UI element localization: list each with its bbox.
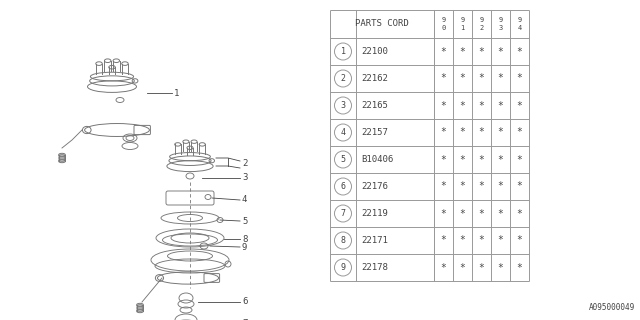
Text: 9
0: 9 0 bbox=[442, 18, 445, 30]
Text: *: * bbox=[497, 74, 504, 84]
Text: *: * bbox=[479, 127, 484, 138]
Text: *: * bbox=[479, 209, 484, 219]
Text: 3: 3 bbox=[242, 173, 248, 182]
Text: *: * bbox=[460, 236, 465, 245]
Text: *: * bbox=[440, 74, 447, 84]
Text: *: * bbox=[460, 74, 465, 84]
Text: *: * bbox=[497, 262, 504, 273]
Text: 22176: 22176 bbox=[361, 182, 388, 191]
Text: *: * bbox=[497, 155, 504, 164]
Text: *: * bbox=[460, 100, 465, 110]
Text: 3: 3 bbox=[340, 101, 346, 110]
Text: 22178: 22178 bbox=[361, 263, 388, 272]
Text: 22119: 22119 bbox=[361, 209, 388, 218]
Text: 8: 8 bbox=[242, 235, 248, 244]
Text: *: * bbox=[479, 100, 484, 110]
Text: *: * bbox=[497, 209, 504, 219]
Text: 22165: 22165 bbox=[361, 101, 388, 110]
Text: *: * bbox=[460, 155, 465, 164]
Text: *: * bbox=[440, 181, 447, 191]
Text: 6: 6 bbox=[242, 298, 248, 307]
Text: 4: 4 bbox=[242, 196, 248, 204]
Text: 22162: 22162 bbox=[361, 74, 388, 83]
Text: 9
2: 9 2 bbox=[479, 18, 484, 30]
Text: *: * bbox=[516, 209, 522, 219]
Text: 5: 5 bbox=[340, 155, 346, 164]
Text: *: * bbox=[440, 236, 447, 245]
Text: PARTS CORD: PARTS CORD bbox=[355, 20, 409, 28]
Text: *: * bbox=[516, 155, 522, 164]
Text: *: * bbox=[460, 127, 465, 138]
Text: *: * bbox=[460, 209, 465, 219]
Text: 9: 9 bbox=[242, 243, 248, 252]
Text: 8: 8 bbox=[340, 236, 346, 245]
Text: *: * bbox=[479, 236, 484, 245]
Text: 9
1: 9 1 bbox=[460, 18, 465, 30]
Text: *: * bbox=[460, 46, 465, 57]
Text: *: * bbox=[479, 46, 484, 57]
Text: 22100: 22100 bbox=[361, 47, 388, 56]
Text: *: * bbox=[516, 262, 522, 273]
Text: *: * bbox=[479, 262, 484, 273]
Text: *: * bbox=[497, 100, 504, 110]
Text: *: * bbox=[497, 236, 504, 245]
Text: *: * bbox=[497, 181, 504, 191]
Text: A095000049: A095000049 bbox=[589, 303, 635, 312]
Text: *: * bbox=[516, 46, 522, 57]
Text: *: * bbox=[440, 46, 447, 57]
Text: *: * bbox=[440, 209, 447, 219]
Text: *: * bbox=[440, 155, 447, 164]
Text: *: * bbox=[497, 46, 504, 57]
Text: *: * bbox=[516, 127, 522, 138]
Text: *: * bbox=[460, 262, 465, 273]
Text: 9: 9 bbox=[340, 263, 346, 272]
Text: *: * bbox=[440, 262, 447, 273]
Text: 7: 7 bbox=[340, 209, 346, 218]
Text: *: * bbox=[460, 181, 465, 191]
Text: 4: 4 bbox=[340, 128, 346, 137]
Text: 9
3: 9 3 bbox=[499, 18, 502, 30]
Text: *: * bbox=[440, 127, 447, 138]
Text: 7: 7 bbox=[242, 318, 248, 320]
Text: *: * bbox=[479, 181, 484, 191]
Text: *: * bbox=[516, 74, 522, 84]
Text: 22157: 22157 bbox=[361, 128, 388, 137]
Text: 2: 2 bbox=[340, 74, 346, 83]
Text: 9
4: 9 4 bbox=[517, 18, 522, 30]
Text: *: * bbox=[479, 74, 484, 84]
Text: *: * bbox=[497, 127, 504, 138]
Text: *: * bbox=[516, 181, 522, 191]
Text: *: * bbox=[440, 100, 447, 110]
Text: 22171: 22171 bbox=[361, 236, 388, 245]
Text: 6: 6 bbox=[340, 182, 346, 191]
Text: *: * bbox=[516, 100, 522, 110]
Text: 2: 2 bbox=[242, 158, 248, 167]
Text: 1: 1 bbox=[174, 89, 179, 98]
Text: 1: 1 bbox=[340, 47, 346, 56]
Text: 5: 5 bbox=[242, 217, 248, 226]
Text: *: * bbox=[479, 155, 484, 164]
Text: *: * bbox=[516, 236, 522, 245]
Text: B10406: B10406 bbox=[361, 155, 393, 164]
